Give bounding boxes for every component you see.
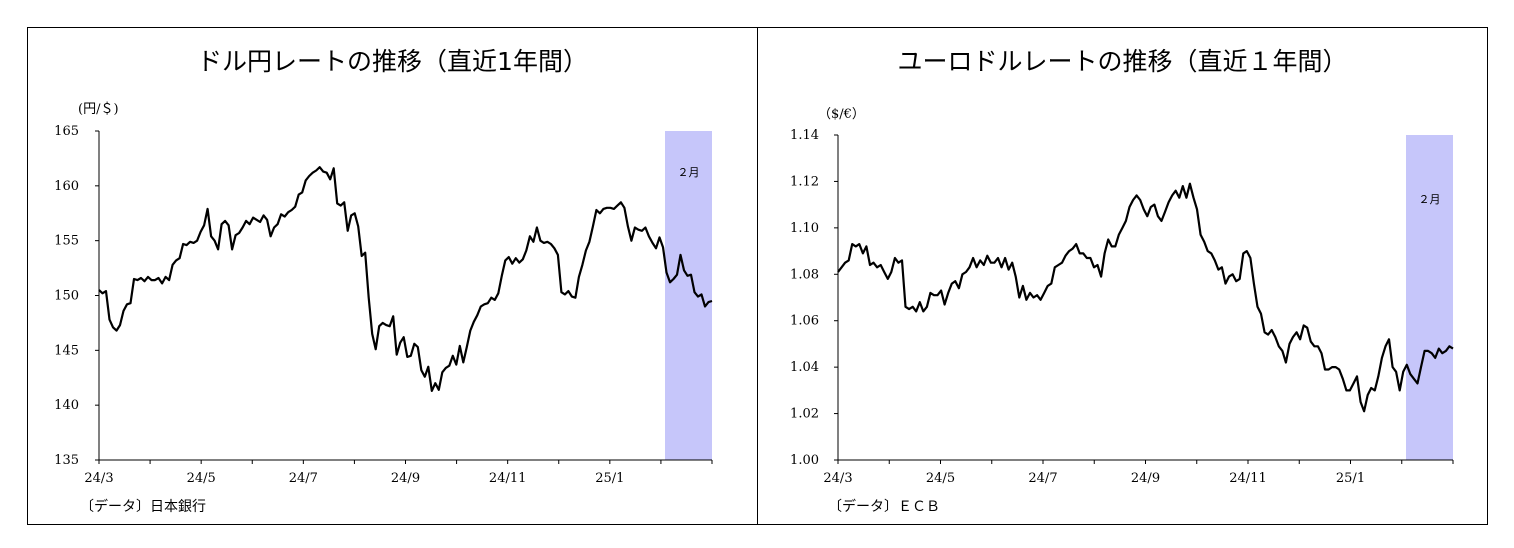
x-tick-label: 24/3	[823, 471, 852, 486]
x-tick-label: 24/11	[489, 471, 526, 486]
y-tick-label: 1.08	[790, 267, 819, 282]
x-tick-label: 25/1	[595, 471, 624, 486]
highlight-band-label: ２月	[1419, 193, 1441, 206]
y-tick-label: 1.10	[790, 221, 819, 236]
y-tick-label: 1.00	[790, 453, 819, 468]
chart-title: ユーロドルレートの推移（直近１年間）	[897, 47, 1348, 76]
usd-jpy-panel: ドル円レートの推移（直近1年間） (円/＄) ２月 135 140 145 150 155…	[27, 27, 758, 525]
y-tick-label: 1.02	[790, 407, 819, 422]
x-tick-label: 24/3	[84, 471, 113, 486]
highlight-band-label: ２月	[678, 166, 700, 179]
chart-title: ドル円レートの推移（直近1年間）	[197, 47, 588, 76]
y-tick-label: 1.14	[790, 128, 819, 143]
x-tick-label: 24/5	[187, 471, 216, 486]
y-tick-label: 145	[54, 343, 79, 358]
series-line	[837, 182, 1454, 413]
series-line	[98, 166, 713, 392]
y-tick-label: 155	[54, 234, 79, 249]
y-tick-label: 150	[54, 289, 79, 304]
highlight-band	[665, 131, 712, 460]
y-tick-label: 140	[54, 398, 79, 413]
y-tick-label: 160	[54, 179, 79, 194]
usd-jpy-chart: ２月 135 140 145 150 155 160 165 24/3 24/5 24/7 24/9 2…	[54, 124, 713, 486]
y-tick-label: 135	[54, 453, 79, 468]
x-tick-label: 24/5	[926, 471, 955, 486]
x-tick-label: 24/9	[391, 471, 420, 486]
y-tick-label: 1.06	[790, 314, 819, 329]
y-tick-label: 1.04	[790, 360, 819, 375]
x-tick-label: 25/1	[1336, 471, 1365, 486]
x-tick-label: 24/7	[289, 471, 318, 486]
y-tick-label: 165	[54, 124, 79, 139]
unit-label: （$/€）	[818, 107, 865, 122]
x-tick-label: 24/9	[1131, 471, 1160, 486]
x-tick-label: 24/7	[1028, 471, 1057, 486]
source-label: 〔データ〕ＥＣＢ	[828, 499, 940, 515]
source-label: 〔データ〕日本銀行	[80, 499, 206, 515]
eur-usd-panel: ユーロドルレートの推移（直近１年間） （$/€） ２月 1.00 1.02 1.04 1…	[757, 27, 1488, 525]
highlight-band	[1406, 135, 1453, 460]
unit-label: (円/＄)	[78, 102, 119, 117]
eur-usd-chart: ２月 1.00 1.02 1.04 1.06 1.08 1.10 1.12 1.14 24/3 24…	[790, 128, 1454, 486]
y-tick-label: 1.12	[790, 174, 819, 189]
x-tick-label: 24/11	[1229, 471, 1266, 486]
